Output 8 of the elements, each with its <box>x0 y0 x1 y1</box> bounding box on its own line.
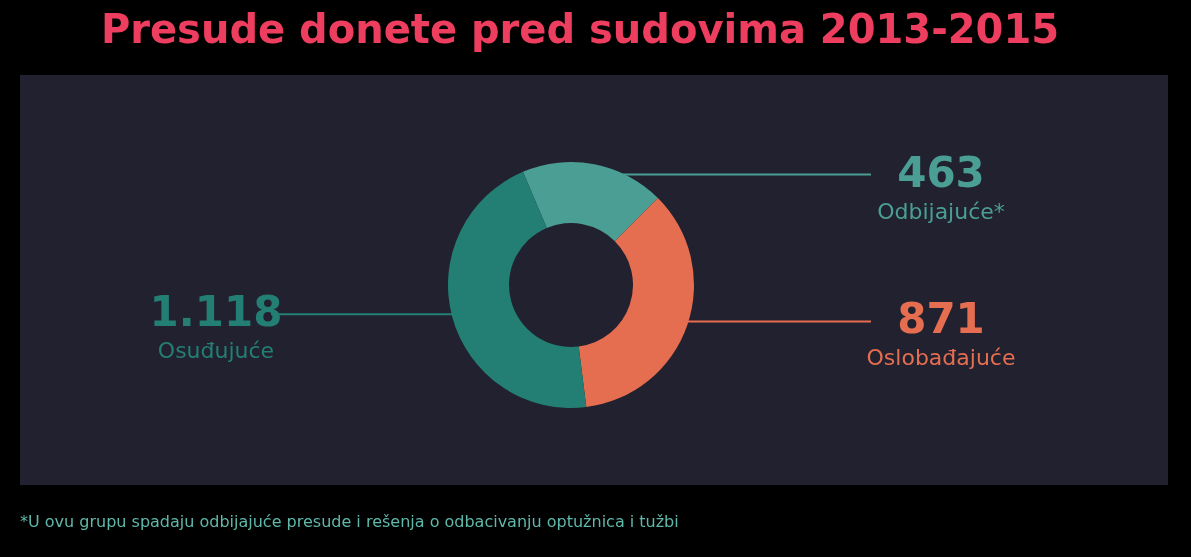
data-label: 1.118 <box>149 287 283 337</box>
slice-label: Odbijajuće* <box>877 198 1005 224</box>
data-label: 871 <box>897 294 985 344</box>
text: *U ovu grupu spadaju odbijajuće presude i rešenja o odbacivanju optužnica i tužbi <box>20 512 679 531</box>
slice-label: Osuđujuće <box>157 338 275 364</box>
slice-label: Oslobađajuće <box>866 345 1016 371</box>
chart-title: Presude donete pred sudovima 2013-2015 <box>99 6 1061 52</box>
data-label: 463 <box>897 147 985 197</box>
